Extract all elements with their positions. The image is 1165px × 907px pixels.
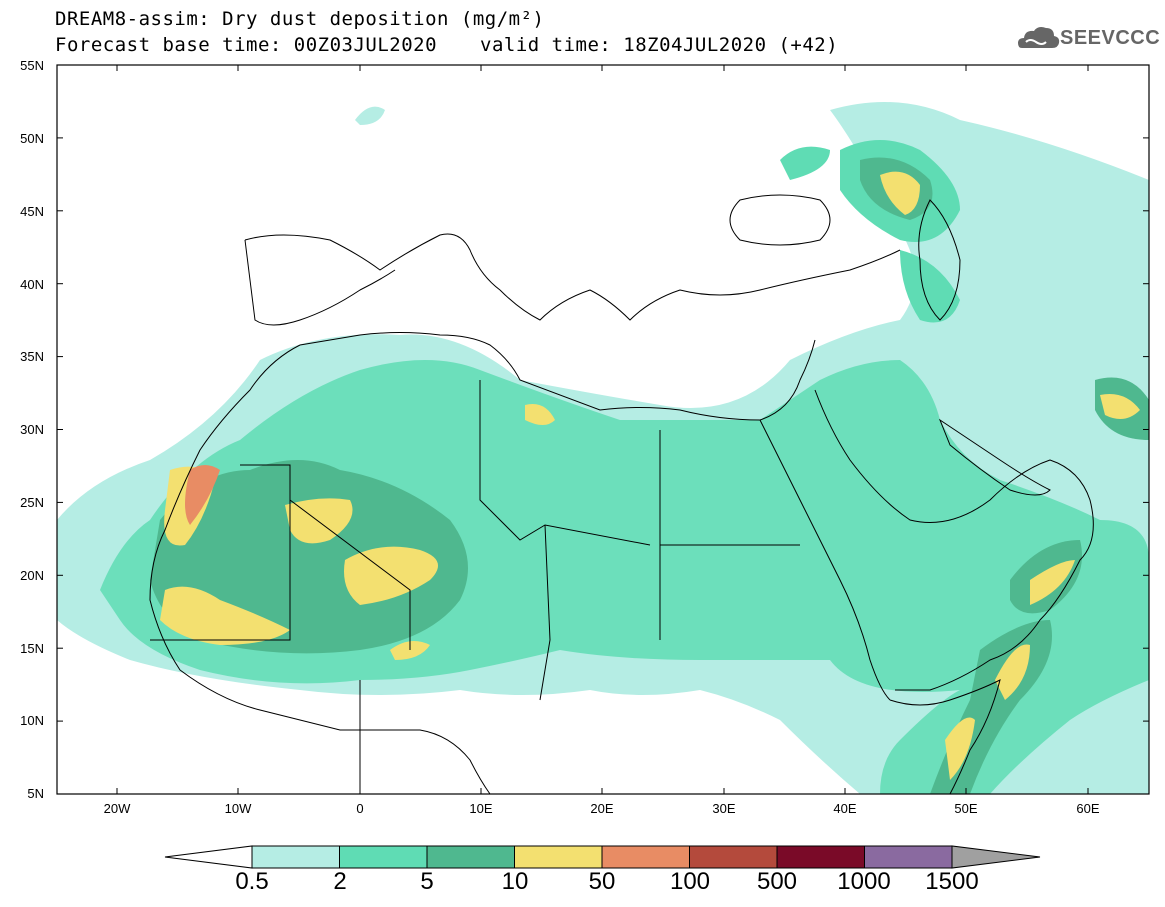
valid-time: valid time: 18Z04JUL2020 (+42) (480, 34, 839, 56)
colorbar-swatch (426, 845, 515, 869)
lon-label: 30E (712, 801, 736, 816)
coastlines (149, 194, 1094, 795)
lat-label: 20N (20, 568, 44, 583)
lon-label: 50E (954, 801, 978, 816)
map-title: DREAM8-assim: Dry dust deposition (mg/m²… (55, 8, 545, 30)
lat-label: 50N (20, 131, 44, 146)
lat-label: 35N (20, 349, 44, 364)
lon-label: 0 (356, 801, 364, 816)
colorbar-swatch (339, 845, 428, 869)
axis-ticks (57, 64, 1149, 795)
lat-label: 5N (27, 786, 44, 801)
colorbar-label: 2 (333, 868, 347, 895)
logo-text: SEEVCCC (1060, 27, 1161, 49)
lat-label: 10N (20, 713, 44, 728)
colorbar-label: 100 (669, 868, 711, 895)
colorbar-swatch (251, 845, 340, 869)
colorbar-under-arrow (164, 845, 253, 869)
lon-label: 40E (833, 801, 857, 816)
lon-label: 60E (1076, 801, 1100, 816)
colorbar-label: 50 (588, 868, 616, 895)
lat-label: 40N (20, 277, 44, 292)
cloud-icon (1018, 27, 1060, 48)
colorbar-label: 1500 (925, 868, 979, 895)
lon-label: 10W (224, 801, 252, 816)
colorbar-swatch (776, 845, 865, 869)
lon-label: 10E (469, 801, 493, 816)
colorbar-label: 0.5 (235, 868, 269, 895)
lat-label: 25N (20, 495, 44, 510)
colorbar-swatch (864, 845, 953, 869)
colorbar-label: 500 (756, 868, 798, 895)
colorbar-label: 5 (420, 868, 434, 895)
colorbar-swatch (689, 845, 778, 869)
colorbar-over-arrow (951, 845, 1041, 869)
colorbar-swatch (514, 845, 603, 869)
dust-50-100 (185, 465, 220, 525)
colorbar-label: 1000 (837, 868, 891, 895)
colorbar-label: 10 (501, 868, 529, 895)
lat-label: 55N (20, 58, 44, 73)
lon-label: 20W (103, 801, 131, 816)
lat-label: 15N (20, 641, 44, 656)
lat-label: 45N (20, 204, 44, 219)
lon-label: 20E (590, 801, 614, 816)
forecast-base-time: Forecast base time: 00Z03JUL2020 (55, 34, 438, 56)
lat-label: 30N (20, 422, 44, 437)
colorbar-swatch (601, 845, 690, 869)
colorbar (164, 845, 1041, 869)
